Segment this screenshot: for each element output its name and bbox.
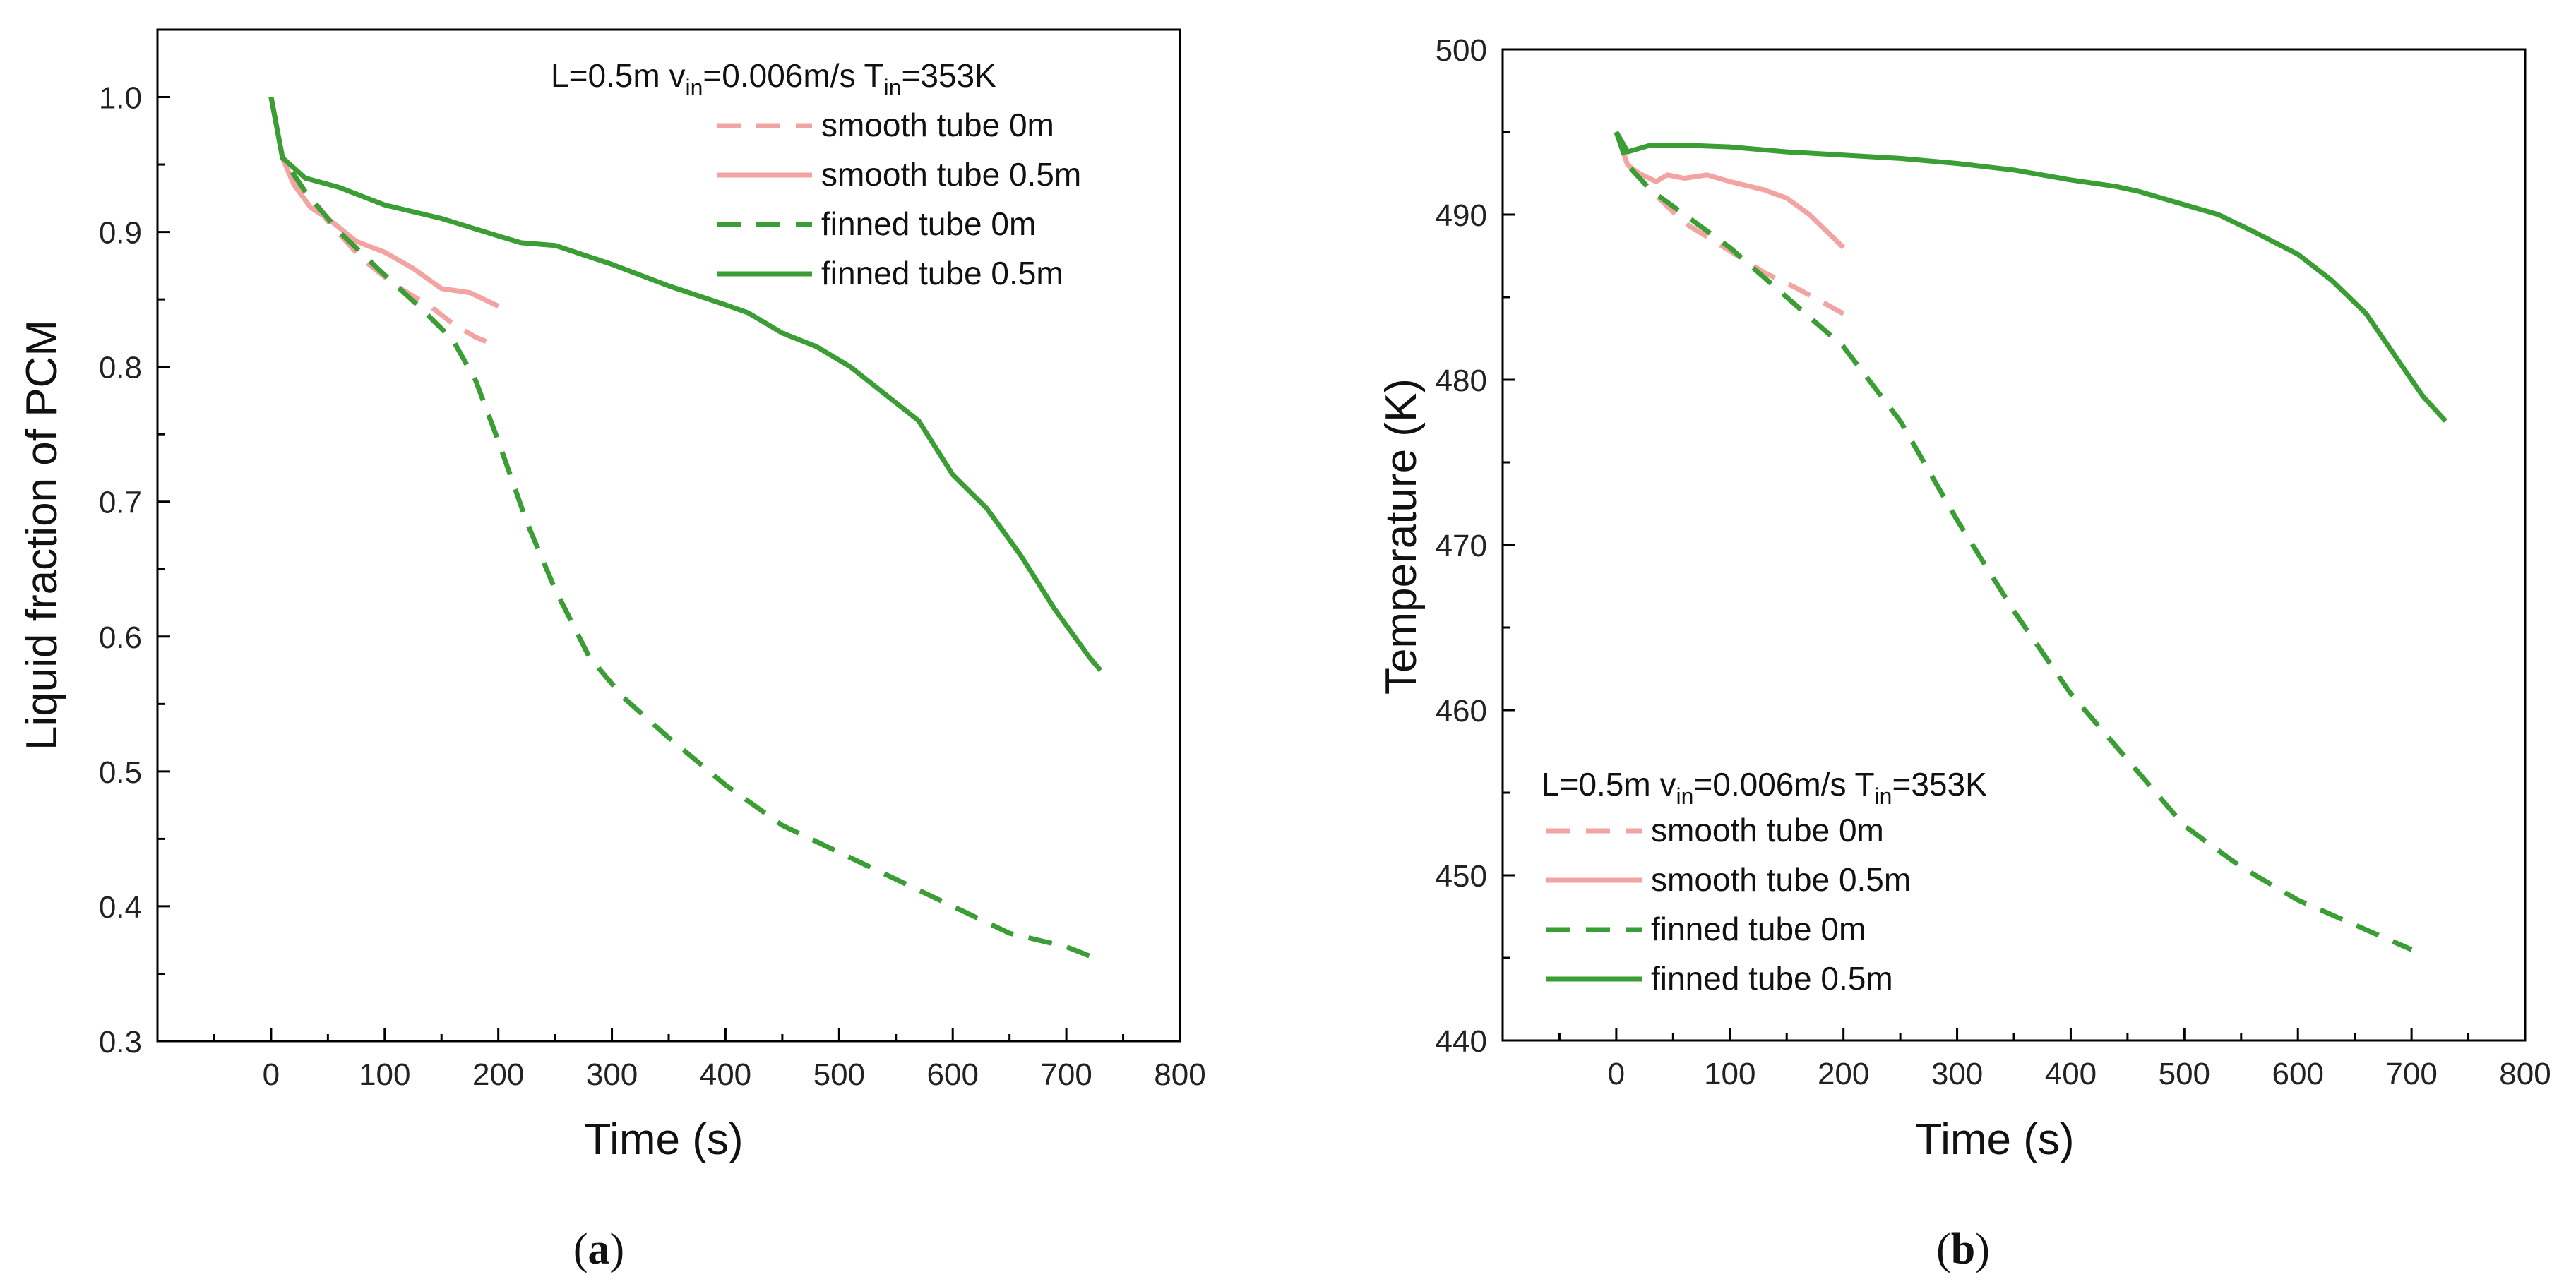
y-tick-label: 440 [1436,1024,1487,1059]
cond-temp-symbol-a: T [864,57,883,94]
x-tick-label: 500 [2159,1057,2210,1091]
y-ticks-a: 0.3 0.4 0.5 0.6 0.7 0.8 0.9 1.0 [99,81,170,1060]
cond-temp-symbol-b: T [1854,766,1874,803]
cond-temp-sub-a: in [884,75,902,100]
series-line-smooth-tube-0-5m [1614,131,1846,250]
y-ticks-b: 440 450 460 470 480 490 500 [1436,33,1515,1059]
y-axis-label-a: Liquid fraction of PCM [18,320,66,750]
x-axis-label-a: Time (s) [585,1115,744,1164]
y-tick-label: 490 [1436,198,1487,233]
y-tick-label: 500 [1436,33,1487,68]
x-tick-label: 100 [1704,1057,1755,1091]
x-tick-label: 600 [927,1057,979,1092]
series-line-smooth-tube-0m [268,96,500,349]
x-tick-label: 800 [2499,1057,2551,1091]
x-tick-label: 800 [1154,1057,1205,1092]
x-ticks-b: 0 100 200 300 400 500 600 700 800 [1558,1028,2551,1091]
legend-condition-a: L=0.5m vin=0.006m/s Tin=353K [551,57,996,100]
x-tick-label: 0 [1608,1057,1625,1091]
panel-caption-b: (b) [1936,1225,1990,1273]
series-line-finned-tube-0m [1614,131,2413,952]
cond-temp-value-b: =353K [1892,766,1987,803]
panel-caption-a: (a) [573,1225,624,1273]
series-b [1614,131,2447,952]
series-line-smooth-tube-0m [1614,131,1845,316]
legend-label: finned tube 0m [821,205,1036,242]
legend-b: L=0.5m vin=0.006m/s Tin=353K smooth tube… [1542,766,1987,997]
legend-entries-a: smooth tube 0m smooth tube 0.5m finned tub… [717,107,1081,292]
x-tick-label: 400 [700,1057,751,1092]
series-line-finned-tube-0-5m [1614,131,2447,423]
legend-label: smooth tube 0.5m [1651,861,1911,898]
legend-label: finned tube 0.5m [821,255,1063,292]
series-line-finned-tube-0-5m [268,96,1103,672]
x-tick-label: 700 [2385,1057,2437,1091]
y-tick-label: 0.8 [99,351,142,385]
y-tick-label: 0.3 [99,1025,142,1060]
legend-label: smooth tube 0m [1651,812,1884,848]
cond-velocity-symbol-b: v [1660,766,1676,803]
y-tick-label: 0.9 [99,216,142,251]
legend-label: finned tube 0.5m [1651,960,1893,997]
legend-label: finned tube 0m [1651,911,1866,947]
x-tick-label: 200 [472,1057,524,1092]
x-tick-label: 400 [2045,1057,2097,1091]
x-tick-label: 300 [586,1057,638,1092]
y-tick-label: 0.6 [99,620,142,655]
x-tick-label: 500 [813,1057,865,1092]
x-tick-label: 100 [359,1057,410,1092]
x-tick-label: 300 [1931,1057,1983,1091]
cond-velocity-value-a: =0.006m/s [703,57,855,94]
y-tick-label: 480 [1436,364,1487,398]
x-tick-label: 700 [1040,1057,1092,1092]
cond-length-a: L=0.5m [551,57,660,94]
panel-a: 0.3 0.4 0.5 0.6 0.7 0.8 0.9 1.0 0 100 200 300 400 50… [18,28,1206,1273]
x-axis-label-b: Time (s) [1916,1115,2075,1164]
y-tick-label: 450 [1436,859,1487,894]
y-tick-label: 460 [1436,694,1487,728]
y-tick-label: 470 [1436,529,1487,563]
legend-condition-b: L=0.5m vin=0.006m/s Tin=353K [1542,766,1987,809]
y-tick-label: 0.4 [99,890,142,925]
y-tick-label: 0.5 [99,755,142,790]
series-line-finned-tube-0m [268,96,1102,963]
cond-temp-sub-b: in [1875,784,1892,809]
legend-a: L=0.5m vin=0.006m/s Tin=353K smooth tube… [551,57,1081,292]
cond-velocity-sub-a: in [686,75,703,100]
legend-label: smooth tube 0m [821,107,1054,143]
cond-velocity-sub-b: in [1676,784,1694,809]
cond-temp-value-a: =353K [901,57,996,94]
x-tick-label: 200 [1818,1057,1869,1091]
cond-velocity-symbol-a: v [669,57,686,94]
series-a [268,96,1103,963]
x-ticks-a: 0 100 200 300 400 500 600 700 800 [213,1028,1206,1092]
legend-label: smooth tube 0.5m [821,156,1081,193]
legend-entries-b: smooth tube 0m smooth tube 0.5m finned tub… [1546,812,1911,997]
x-tick-label: 0 [263,1057,280,1092]
panel-b: 440 450 460 470 480 490 500 0 100 200 300 400 500 60… [1377,33,2551,1273]
y-axis-label-b: Temperature (K) [1377,378,1426,695]
y-tick-label: 1.0 [99,81,142,116]
cond-length-b: L=0.5m [1542,766,1651,803]
cond-velocity-value-b: =0.006m/s [1693,766,1846,803]
y-tick-label: 0.7 [99,486,142,520]
series-line-smooth-tube-0-5m [268,96,500,308]
x-tick-label: 600 [2272,1057,2324,1091]
